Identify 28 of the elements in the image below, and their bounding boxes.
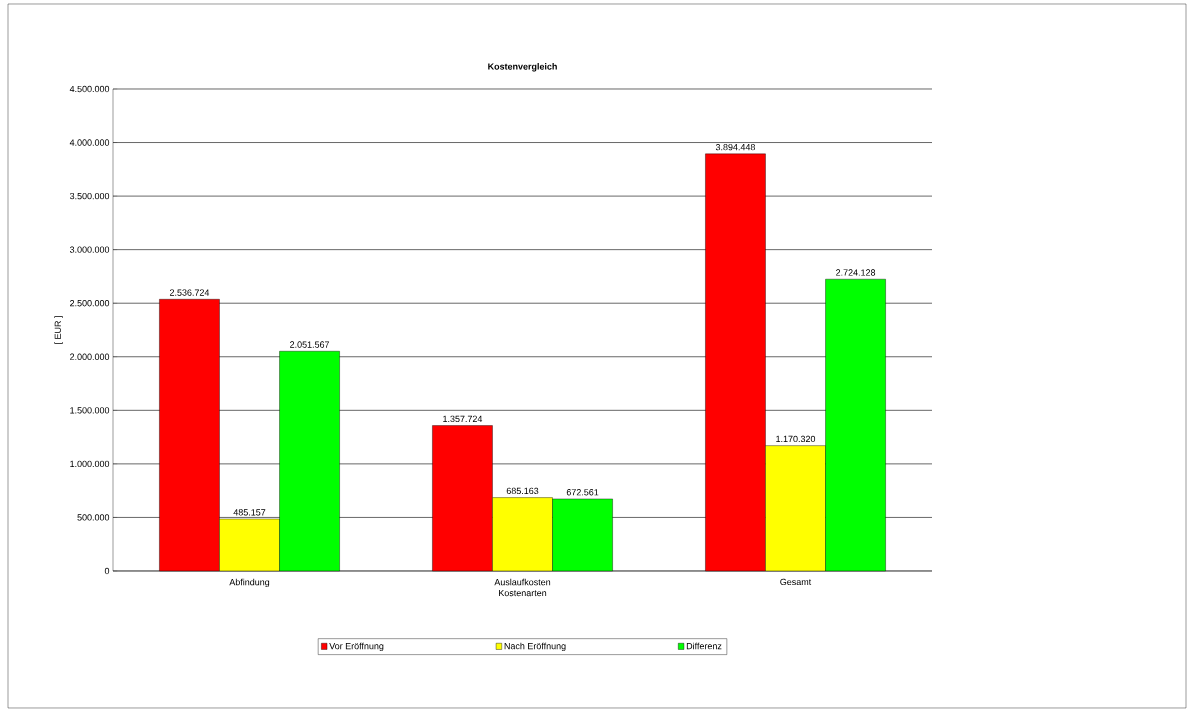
y-tick-label: 500.000 — [77, 514, 110, 521]
data-label: 1.357.724 — [443, 415, 483, 423]
data-label: 485.157 — [233, 509, 266, 516]
y-tick-label: 2.500.000 — [70, 300, 110, 307]
y-tick-label: 0 — [104, 567, 110, 575]
data-label: 2.724.128 — [836, 269, 876, 276]
data-label: 2.536.724 — [169, 289, 210, 296]
data-label: 2.051.567 — [290, 341, 330, 348]
y-tick-label: 4.500.000 — [69, 85, 110, 93]
legend-label: Vor Eröffnung — [329, 642, 384, 651]
legend-label: Differenz — [686, 642, 722, 650]
data-label: 672.561 — [566, 489, 599, 496]
x-tick-label: Abfindung — [229, 578, 270, 588]
legend-label: Nach Eröffnung — [504, 642, 566, 651]
x-axis-title: Kostenarten — [499, 589, 547, 597]
data-label: 685.163 — [506, 487, 539, 495]
data-label: 3.894.448 — [715, 143, 755, 151]
data-label: 1.170.320 — [776, 435, 816, 443]
x-tick-label: Gesamt — [780, 578, 812, 586]
y-axis-title: [ EUR ] — [54, 316, 63, 344]
y-tick-label: 1.000.000 — [70, 460, 110, 468]
y-tick-label: 1.500.000 — [70, 407, 110, 414]
chart-title: Kostenvergleich — [488, 63, 557, 72]
y-tick-label: 2.000.000 — [70, 353, 110, 360]
x-tick-label: Auslaufkosten — [494, 578, 551, 586]
y-tick-label: 4.000.000 — [69, 139, 110, 146]
y-tick-label: 3.000.000 — [69, 246, 110, 253]
y-tick-label: 3.500.000 — [69, 192, 110, 200]
